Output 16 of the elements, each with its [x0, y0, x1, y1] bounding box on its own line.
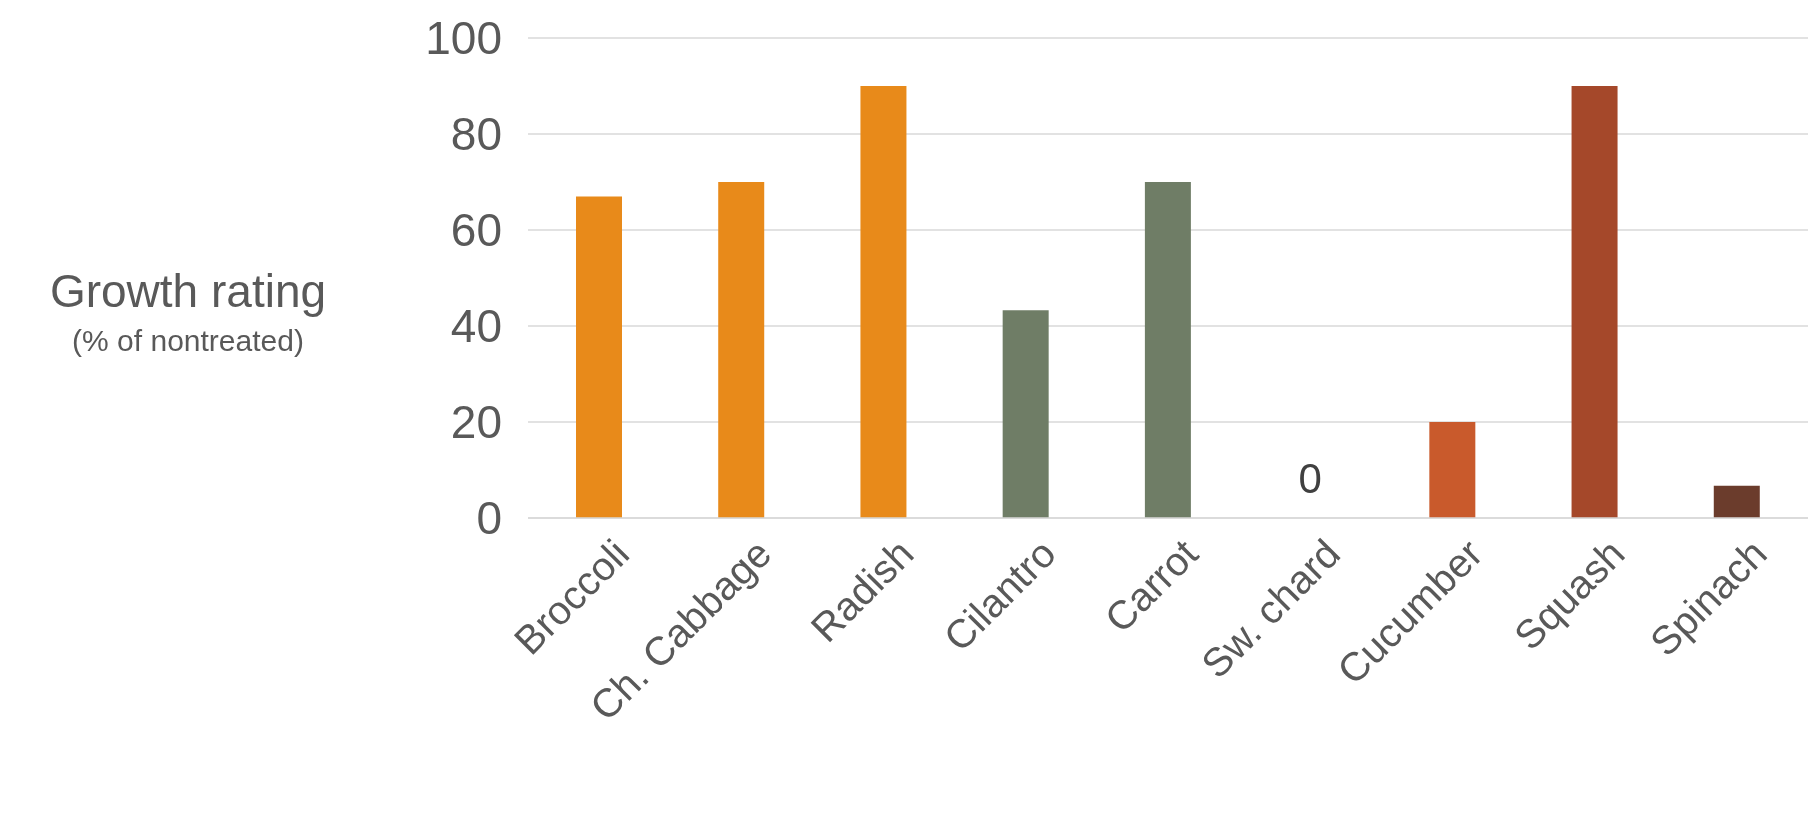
bar: [1713, 485, 1760, 518]
bar: [1002, 310, 1049, 518]
y-tick-label: 100: [425, 12, 502, 65]
y-tick-label: 60: [450, 204, 502, 257]
bar: [1429, 422, 1476, 518]
y-tick-label: 0: [476, 492, 502, 545]
y-tick-label: 20: [450, 396, 502, 449]
bar: [718, 182, 765, 518]
bar: [576, 196, 622, 518]
y-tick-label: 80: [450, 108, 502, 161]
data-label: 0: [1298, 455, 1322, 502]
y-axis-title: Growth rating (% of nontreated): [48, 264, 328, 359]
bar: [860, 86, 907, 518]
bar: [1144, 182, 1191, 518]
bar: [1571, 86, 1618, 518]
y-tick-label: 40: [450, 300, 502, 353]
